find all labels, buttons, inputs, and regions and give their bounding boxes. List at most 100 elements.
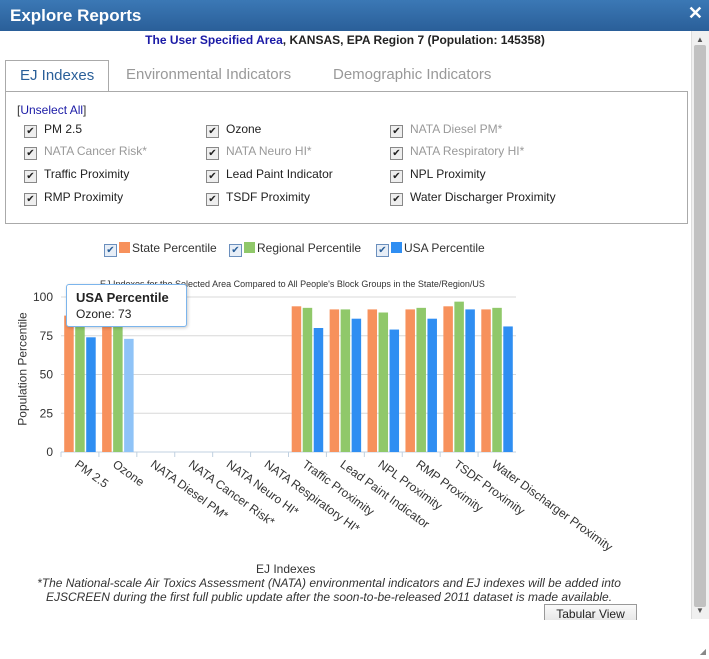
bar[interactable] xyxy=(102,324,112,452)
bar[interactable] xyxy=(389,329,400,452)
checkbox-check-icon[interactable]: ✔ xyxy=(206,170,219,183)
checkbox-label: NPL Proximity xyxy=(410,167,486,181)
legend-label: State Percentile xyxy=(132,241,217,255)
bar[interactable] xyxy=(302,307,313,452)
x-axis-title: EJ Indexes xyxy=(256,562,316,576)
bar[interactable] xyxy=(465,309,475,452)
tab-ej-indexes[interactable]: EJ Indexes xyxy=(5,60,110,92)
tooltip-value: Ozone: 73 xyxy=(76,307,132,321)
checkbox-label: PM 2.5 xyxy=(44,122,83,136)
bar[interactable] xyxy=(64,315,74,452)
checkbox-label: Lead Paint Indicator xyxy=(226,167,333,181)
bar[interactable] xyxy=(113,320,123,452)
dialog-title: Explore Reports xyxy=(10,6,142,25)
bar[interactable] xyxy=(75,310,85,452)
chart-title: EJ Indexes for the Selected Area Compare… xyxy=(100,279,485,289)
checkbox-label: Traffic Proximity xyxy=(44,167,130,181)
checkbox-label: NATA Cancer Risk* xyxy=(44,144,147,158)
x-tick-label: Ozone xyxy=(110,457,147,489)
nata-footnote: *The National-scale Air Toxics Assessmen… xyxy=(37,576,621,604)
y-tick-label: 50 xyxy=(40,368,54,382)
checkbox-check-icon[interactable]: ✔ xyxy=(390,193,403,206)
area-details: , KANSAS, EPA Region 7 (Population: 1453… xyxy=(282,33,545,47)
legend-check-icon[interactable]: ✔ xyxy=(229,244,242,257)
close-icon[interactable]: ✕ xyxy=(687,3,703,23)
unselect-all: [Unselect All] xyxy=(17,103,86,117)
checkbox-tsdf-proximity[interactable]: ✔ TSDF Proximity xyxy=(206,190,310,206)
checkbox-ozone[interactable]: ✔ Ozone xyxy=(206,122,261,138)
checkbox-water-discharger-proximity[interactable]: ✔ Water Discharger Proximity xyxy=(390,190,556,206)
legend-item-state[interactable]: ✔ State Percentile xyxy=(104,241,217,257)
checkbox-label: TSDF Proximity xyxy=(226,190,310,204)
checkbox-nata-diesel-pm: ✔ NATA Diesel PM* xyxy=(390,122,502,138)
checkbox-pm25[interactable]: ✔ PM 2.5 xyxy=(24,122,82,138)
vertical-scrollbar[interactable]: ▲ ▼ xyxy=(691,31,709,619)
bracket-open: [ xyxy=(17,103,21,117)
dialog-footer: ◢ xyxy=(0,620,709,659)
bar[interactable] xyxy=(443,306,453,452)
scroll-thumb[interactable] xyxy=(694,45,706,607)
area-name: The User Specified Area xyxy=(145,33,283,47)
bar[interactable] xyxy=(416,307,426,452)
unselect-all-link[interactable]: Unselect All xyxy=(20,103,84,117)
legend-check-icon[interactable]: ✔ xyxy=(376,244,389,257)
bar[interactable] xyxy=(329,309,340,452)
bar[interactable] xyxy=(378,312,389,453)
checkbox-npl-proximity[interactable]: ✔ NPL Proximity xyxy=(390,167,486,183)
checkbox-check-icon[interactable]: ✔ xyxy=(24,170,37,183)
area-summary: The User Specified Area, KANSAS, EPA Reg… xyxy=(0,33,690,47)
checkbox-rmp-proximity[interactable]: ✔ RMP Proximity xyxy=(24,190,123,206)
checkbox-check-icon: ✔ xyxy=(390,125,403,138)
bar[interactable] xyxy=(86,337,96,452)
bar[interactable] xyxy=(454,301,464,452)
bar[interactable] xyxy=(367,309,378,452)
bar[interactable] xyxy=(351,318,362,452)
bar[interactable] xyxy=(291,306,302,452)
bar[interactable] xyxy=(405,309,415,452)
checkbox-check-icon: ✔ xyxy=(206,147,219,160)
checkbox-nata-neuro-hi: ✔ NATA Neuro HI* xyxy=(206,144,312,160)
tab-environmental-indicators[interactable]: Environmental Indicators xyxy=(126,66,292,83)
checkbox-traffic-proximity[interactable]: ✔ Traffic Proximity xyxy=(24,167,129,183)
checkbox-check-icon[interactable]: ✔ xyxy=(24,193,37,206)
legend-swatch-regional xyxy=(244,242,255,253)
bar[interactable] xyxy=(503,326,513,452)
checkbox-nata-respiratory-hi: ✔ NATA Respiratory HI* xyxy=(390,144,524,160)
legend-swatch-state xyxy=(119,242,130,253)
bar[interactable] xyxy=(492,307,502,452)
checkbox-label: Water Discharger Proximity xyxy=(410,190,556,204)
x-tick-label: PM 2.5 xyxy=(72,457,111,491)
scroll-down-icon[interactable]: ▼ xyxy=(696,606,704,615)
tab-demographic-indicators[interactable]: Demographic Indicators xyxy=(333,66,492,83)
legend-check-icon[interactable]: ✔ xyxy=(104,244,117,257)
y-tick-label: 100 xyxy=(33,290,53,304)
checkbox-check-icon[interactable]: ✔ xyxy=(24,125,37,138)
bar[interactable] xyxy=(124,338,134,452)
bracket-close: ] xyxy=(83,103,87,117)
resize-grip-icon[interactable]: ◢ xyxy=(699,647,706,656)
checkbox-check-icon[interactable]: ✔ xyxy=(206,125,219,138)
bar[interactable] xyxy=(340,309,351,452)
bar[interactable] xyxy=(481,309,491,452)
tooltip-title: USA Percentile xyxy=(76,290,169,305)
tab-bar: EJ Indexes Environmental Indicators Demo… xyxy=(5,60,687,92)
chart-tooltip: USA Percentile Ozone: 73 xyxy=(66,284,187,327)
checkbox-lead-paint-indicator[interactable]: ✔ Lead Paint Indicator xyxy=(206,167,333,183)
bar[interactable] xyxy=(313,328,324,452)
checkbox-check-icon: ✔ xyxy=(24,147,37,160)
bar[interactable] xyxy=(427,318,437,452)
checkbox-label: Ozone xyxy=(226,122,262,136)
legend-label: USA Percentile xyxy=(404,241,485,255)
scroll-up-icon[interactable]: ▲ xyxy=(696,35,704,44)
legend-swatch-usa xyxy=(391,242,402,253)
dialog-titlebar: Explore Reports ✕ xyxy=(0,0,709,31)
checkbox-label: NATA Respiratory HI* xyxy=(410,144,525,158)
checkbox-check-icon[interactable]: ✔ xyxy=(390,170,403,183)
y-tick-label: 75 xyxy=(40,329,54,343)
checkbox-label: NATA Diesel PM* xyxy=(410,122,503,136)
legend-item-usa[interactable]: ✔ USA Percentile xyxy=(376,241,485,257)
y-tick-label: 0 xyxy=(46,445,53,459)
legend-item-regional[interactable]: ✔ Regional Percentile xyxy=(229,241,361,257)
checkbox-check-icon[interactable]: ✔ xyxy=(206,193,219,206)
